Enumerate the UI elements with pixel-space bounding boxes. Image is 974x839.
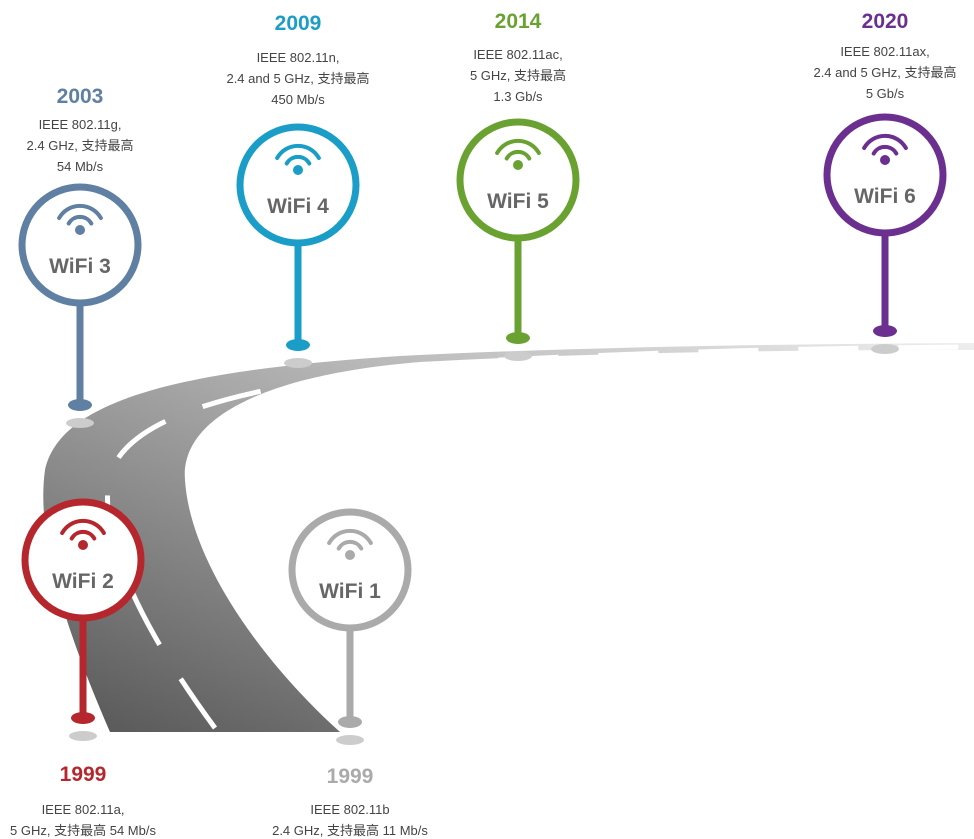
pin-circle	[236, 123, 360, 247]
pin-base	[338, 716, 362, 728]
wifi-arc	[327, 528, 373, 545]
milestone: WiFi 1 1999 IEEE 802.11b 2.4 GHz, 支持最高 11 M…	[272, 508, 428, 838]
wifi-dot	[75, 225, 85, 235]
pin-base	[71, 712, 95, 724]
wifi-label: WiFi 2	[52, 570, 114, 593]
wifi-label: WiFi 4	[267, 195, 329, 218]
wifi-label: WiFi 3	[49, 255, 111, 278]
pin-circle	[456, 118, 580, 242]
pin-base	[506, 332, 530, 344]
wifi-arc	[871, 144, 899, 156]
pin-base	[873, 325, 897, 337]
wifi-label: WiFi 1	[319, 580, 381, 603]
description: 2.4 GHz, 支持最高	[27, 138, 134, 153]
description: 5 GHz, 支持最高 54 Mb/s	[10, 823, 156, 838]
pin-circle	[18, 183, 142, 307]
wifi-arc	[275, 143, 321, 160]
wifi-arc	[504, 149, 532, 161]
description: IEEE 802.11g,	[39, 117, 122, 132]
pin-shadow	[336, 735, 364, 745]
pin-base	[68, 399, 92, 411]
year: 2003	[57, 85, 104, 108]
description: IEEE 802.11a,	[42, 802, 125, 817]
wifi-arc	[862, 133, 908, 150]
road	[43, 343, 974, 732]
wifi-dot	[78, 540, 88, 550]
description: IEEE 802.11ac,	[473, 47, 562, 62]
milestone: WiFi 4 2009 IEEE 802.11n, 2.4 and 5 GHz, 支持…	[226, 12, 370, 368]
description: 5 GHz, 支持最高	[470, 68, 566, 83]
wifi-label: WiFi 6	[854, 185, 916, 208]
pin-shadow	[66, 418, 94, 428]
pin-shadow	[284, 358, 312, 368]
wifi-arc	[495, 138, 541, 155]
year: 2014	[495, 10, 542, 33]
description: 5 Gb/s	[866, 86, 905, 101]
description: 54 Mb/s	[57, 159, 104, 174]
year: 2009	[275, 12, 322, 35]
description: 2.4 and 5 GHz, 支持最高	[226, 71, 369, 86]
year: 1999	[327, 765, 374, 788]
description: IEEE 802.11ax,	[840, 44, 929, 59]
wifi-arc	[66, 214, 94, 226]
wifi-arc	[57, 203, 103, 220]
pin-base	[286, 339, 310, 351]
description: IEEE 802.11n,	[257, 50, 340, 65]
year: 1999	[60, 763, 107, 786]
description: IEEE 802.11b	[310, 802, 389, 817]
pin-circle	[288, 508, 412, 632]
wifi-arc	[69, 529, 97, 541]
description: 2.4 GHz, 支持最高 11 Mb/s	[272, 823, 428, 838]
pin-circle	[21, 498, 145, 622]
wifi-label: WiFi 5	[487, 190, 549, 213]
description: 1.3 Gb/s	[493, 89, 543, 104]
wifi-dot	[880, 155, 890, 165]
wifi-arc	[336, 539, 364, 551]
milestone: WiFi 6 2020 IEEE 802.11ax, 2.4 and 5 GHz, 支…	[813, 10, 957, 354]
pin-shadow	[504, 351, 532, 361]
milestone: WiFi 5 2014 IEEE 802.11ac, 5 GHz, 支持最高 1.3 G…	[456, 10, 580, 361]
milestone: WiFi 2 1999 IEEE 802.11a, 5 GHz, 支持最高 54 Mb…	[10, 498, 156, 838]
pin-shadow	[69, 731, 97, 741]
wifi-dot	[513, 160, 523, 170]
pin-shadow	[871, 344, 899, 354]
wifi-dot	[293, 165, 303, 175]
description: 2.4 and 5 GHz, 支持最高	[813, 65, 956, 80]
pin-circle	[823, 113, 947, 237]
wifi-dot	[345, 550, 355, 560]
wifi-arc	[60, 518, 106, 535]
milestone: WiFi 3 2003 IEEE 802.11g, 2.4 GHz, 支持最高 54 M…	[18, 85, 142, 428]
wifi-arc	[284, 154, 312, 166]
description: 450 Mb/s	[271, 92, 325, 107]
year: 2020	[862, 10, 909, 33]
